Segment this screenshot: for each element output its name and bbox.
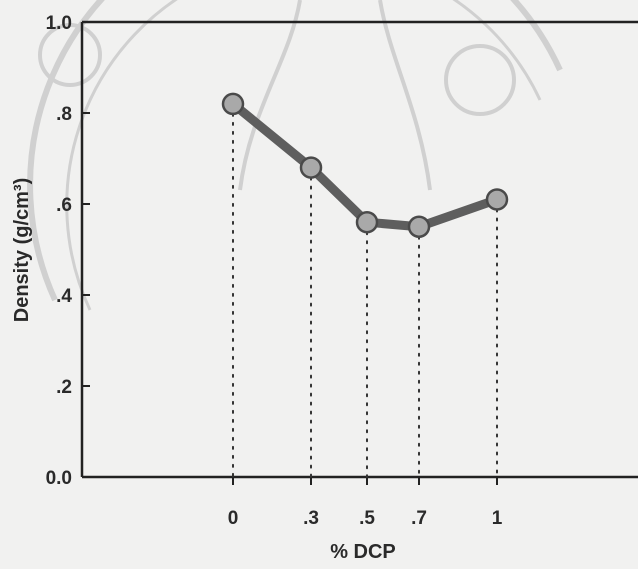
series-group [221,92,509,238]
x-tick-label: .7 [411,508,427,529]
data-point-3 [407,215,431,238]
x-axis-ticks: 0 .3 .5 .7 1 [228,477,503,529]
y-tick-label: 1.0 [46,13,72,34]
y-tick-label: .8 [56,104,72,125]
data-point-0 [221,92,245,116]
y-tick-label: 0.0 [46,468,72,489]
y-tick-label: .6 [56,195,72,216]
data-point-1 [299,156,323,179]
data-point-2 [355,210,379,234]
x-tick-label: .5 [359,508,375,529]
watermark-arc-outer [27,0,563,302]
x-tick-label: 1 [492,508,503,529]
watermark-ornament-left [238,0,302,191]
drop-lines [232,112,498,478]
y-tick-label: .2 [56,377,72,398]
watermark-arc-inner [65,0,542,311]
data-point-4 [485,188,509,211]
x-tick-label: 0 [228,508,239,529]
watermark-ornament-circle-right [444,44,516,116]
x-axis-title: % DCP [330,541,396,563]
y-axis-ticks: 0.0 .2 .4 .6 .8 1.0 [46,13,90,489]
y-axis-title: Density (g/cm³) [11,178,33,322]
series-line [228,99,502,232]
y-tick-label: .4 [56,286,72,307]
watermark-ornament-right [378,0,432,191]
x-tick-label: .3 [303,508,319,529]
watermark-ornament-circle-left [38,23,102,87]
